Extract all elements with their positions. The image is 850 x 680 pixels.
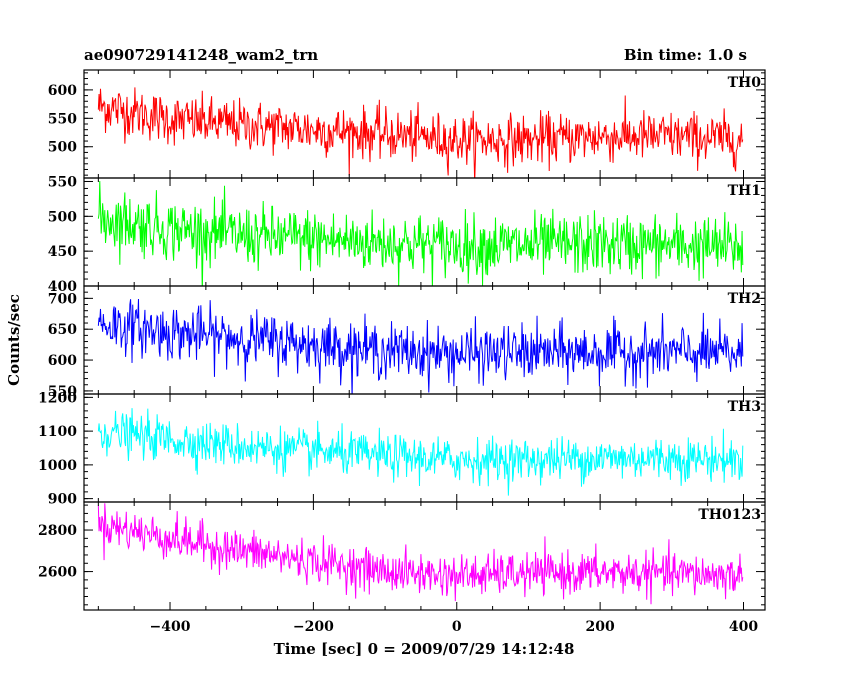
y-tick-label: 550 <box>48 384 77 400</box>
panel-th1: 400 450 500 550 TH1 <box>48 174 766 295</box>
series-line-th2 <box>97 299 744 394</box>
panel-label-th2: TH2 <box>728 291 761 307</box>
y-tick-label: 2800 <box>38 523 77 539</box>
series-line-th3 <box>97 408 744 496</box>
y-tick-label: 500 <box>48 140 77 156</box>
y-tick-label: 600 <box>48 353 77 369</box>
panel-label-th1: TH1 <box>728 183 761 199</box>
panels-group: 500 550 600 TH0 400 450 500 550 TH1 550 600 650 700 T… <box>38 69 766 611</box>
y-tick-label: 600 <box>48 83 77 99</box>
chart-title: ae090729141248_wam2_trn <box>84 46 318 64</box>
series-line-th1 <box>97 180 744 286</box>
x-axis-label: Time [sec] 0 = 2009/07/29 14:12:48 <box>274 640 575 658</box>
y-tick-label: 550 <box>48 174 77 190</box>
y-tick-label: 500 <box>48 209 77 225</box>
y-tick-label: 650 <box>48 322 77 338</box>
panel-th0123: 2600 2800 TH0123 <box>38 501 766 611</box>
y-tick-label: 400 <box>48 279 77 295</box>
y-axis-label: Counts/sec <box>5 294 23 386</box>
x-axis: −400 −200 0 200 400 <box>150 619 759 635</box>
series-line-th0123 <box>97 503 744 605</box>
y-tick-label: 1100 <box>38 424 77 440</box>
y-tick-label: 700 <box>48 291 77 307</box>
panel-th3: 900 1000 1100 1200 TH3 <box>38 390 766 508</box>
panel-label-th0: TH0 <box>728 75 762 91</box>
x-tick-label: 400 <box>729 619 758 635</box>
y-tick-label: 450 <box>48 244 77 260</box>
panel-frame <box>83 69 766 179</box>
panel-label-th3: TH3 <box>728 399 761 415</box>
x-tick-label: 200 <box>586 619 615 635</box>
y-tick-label: 1200 <box>38 390 77 406</box>
x-tick-label: −200 <box>293 619 334 635</box>
y-tick-label: 900 <box>48 492 77 508</box>
y-tick-label: 2600 <box>38 565 77 581</box>
panel-th0: 500 550 600 TH0 <box>48 69 766 179</box>
series-line-th0 <box>97 87 744 178</box>
panel-th2: 550 600 650 700 TH2 <box>48 285 766 400</box>
panel-label-th0123: TH0123 <box>698 507 761 523</box>
panel-frame <box>83 393 766 503</box>
bin-time-label: Bin time: 1.0 s <box>624 46 747 64</box>
y-tick-label: 550 <box>48 111 77 127</box>
x-tick-label: 0 <box>452 619 462 635</box>
panel-frame <box>83 501 766 611</box>
x-tick-label: −400 <box>150 619 191 635</box>
y-tick-label: 1000 <box>38 458 77 474</box>
